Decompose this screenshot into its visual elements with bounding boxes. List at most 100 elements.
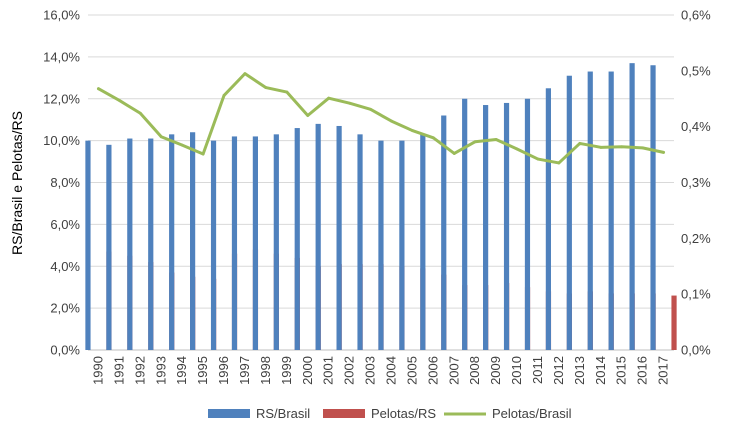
point-pelotas-brasil (243, 72, 247, 76)
point-pelotas-brasil (97, 87, 100, 91)
x-tick-label: 1992 (132, 356, 147, 385)
y-tick-label: 0,0% (50, 343, 80, 358)
bar-rs-brasil (231, 136, 238, 350)
y-axis-title: RS/Brasil e Pelotas/RS (9, 111, 25, 255)
bar-rs-brasil (462, 98, 468, 350)
bar-rs-brasil (294, 128, 300, 350)
x-tick-label: 2006 (425, 356, 440, 385)
bar-rs-brasil (336, 125, 342, 350)
bar-rs-brasil (127, 138, 133, 350)
bar-rs-brasil (399, 140, 405, 350)
point-pelotas-brasil (180, 143, 184, 147)
x-tick-label: 1997 (237, 356, 252, 385)
bar-rs-brasil (503, 102, 510, 350)
x-tick-label: 1999 (279, 356, 294, 385)
bar-rs-brasil (524, 98, 531, 350)
point-pelotas-brasil (306, 114, 310, 117)
bar-rs-brasil (273, 134, 279, 350)
x-tick-label: 2002 (342, 356, 357, 385)
point-pelotas-brasil (285, 90, 289, 94)
point-pelotas-brasil (557, 161, 561, 165)
bar-rs-brasil (357, 134, 363, 350)
y-tick-label: 12,0% (43, 91, 80, 106)
x-tick-label: 2007 (446, 356, 461, 385)
x-tick-label: 1993 (153, 356, 168, 385)
x-tick-label: 1996 (216, 356, 231, 385)
point-pelotas-brasil (327, 96, 331, 100)
bar-rs-brasil (85, 140, 91, 350)
bar-rs-brasil (441, 115, 447, 350)
x-tick-label: 2013 (572, 356, 587, 385)
point-pelotas-brasil (641, 146, 645, 150)
bar-rs-brasil (190, 132, 196, 350)
point-pelotas-brasil (264, 86, 268, 89)
point-pelotas-brasil (201, 152, 205, 156)
point-pelotas-brasil (159, 135, 163, 139)
point-pelotas-brasil (138, 111, 142, 115)
x-tick-label: 2010 (509, 356, 524, 385)
y2-tick-label: 0,2% (681, 231, 711, 246)
legend: RS/Brasil Pelotas/RS Pelotas/Brasil (208, 406, 572, 421)
bar-pelotas-rs (671, 295, 677, 350)
point-pelotas-brasil (452, 152, 456, 155)
bar-rs-brasil (566, 75, 572, 350)
y-tick-label: 4,0% (50, 259, 80, 274)
bar-rs-brasil (629, 63, 635, 350)
point-pelotas-brasil (348, 101, 352, 105)
x-tick-label: 1990 (90, 356, 105, 385)
legend-label-pelotas-rs: Pelotas/RS (371, 406, 436, 421)
point-pelotas-brasil (536, 157, 540, 161)
point-pelotas-brasil (578, 142, 582, 145)
x-tick-label: 2017 (656, 356, 671, 385)
point-pelotas-brasil (369, 107, 372, 111)
y2-tick-label: 0,3% (681, 175, 711, 190)
y2-tick-label: 0,4% (681, 119, 711, 134)
bar-rs-brasil (169, 134, 175, 350)
legend-label-pelotas-brasil: Pelotas/Brasil (492, 406, 572, 421)
x-tick-label: 2004 (383, 356, 398, 385)
bar-rs-brasil (420, 134, 426, 350)
point-pelotas-brasil (473, 140, 477, 144)
y2-tick-label: 0,5% (681, 63, 711, 78)
bar-rs-brasil (252, 136, 258, 350)
bar-rs-brasil (148, 138, 154, 350)
point-pelotas-brasil (431, 136, 435, 140)
bar-rs-brasil (587, 71, 593, 350)
bar-rs-brasil (378, 140, 384, 350)
point-pelotas-brasil (117, 99, 121, 102)
x-tick-label: 2016 (635, 356, 650, 385)
bar-rs-brasil (650, 65, 656, 350)
x-tick-label: 2012 (551, 356, 566, 385)
x-tick-label: 2015 (614, 356, 629, 385)
x-tick-label: 1995 (195, 356, 210, 385)
y-tick-label: 14,0% (43, 49, 80, 64)
line-pelotas-brasil (96, 72, 666, 165)
point-pelotas-brasil (390, 119, 393, 123)
y2-tick-label: 0,6% (681, 8, 711, 23)
legend-swatch-rs-brasil (208, 409, 250, 418)
x-tick-label: 2009 (488, 356, 503, 385)
point-pelotas-brasil (662, 150, 665, 154)
y-tick-label: 10,0% (43, 133, 80, 148)
x-tick-label: 2000 (300, 356, 315, 385)
y-tick-label: 6,0% (50, 217, 80, 232)
point-pelotas-brasil (222, 94, 226, 97)
point-pelotas-brasil (599, 145, 603, 149)
bar-rs-brasil (483, 105, 489, 350)
bar-rs-brasil (315, 123, 321, 350)
x-tick-label: 1998 (258, 356, 273, 385)
bar-rs-brasil (106, 144, 112, 350)
point-pelotas-brasil (515, 147, 519, 151)
legend-swatch-pelotas-rs (323, 409, 365, 418)
y2-tick-label: 0,0% (681, 343, 711, 358)
x-tick-label: 2001 (321, 356, 336, 385)
x-tick-label: 2011 (530, 356, 545, 384)
y2-tick-label: 0,1% (681, 287, 711, 302)
x-tick-label: 2003 (363, 356, 378, 385)
y-tick-label: 16,0% (43, 8, 80, 23)
line-layer (96, 72, 666, 165)
y-tick-label: 2,0% (50, 301, 80, 316)
legend-label-rs-brasil: RS/Brasil (256, 406, 310, 421)
x-tick-label: 1991 (111, 356, 126, 385)
